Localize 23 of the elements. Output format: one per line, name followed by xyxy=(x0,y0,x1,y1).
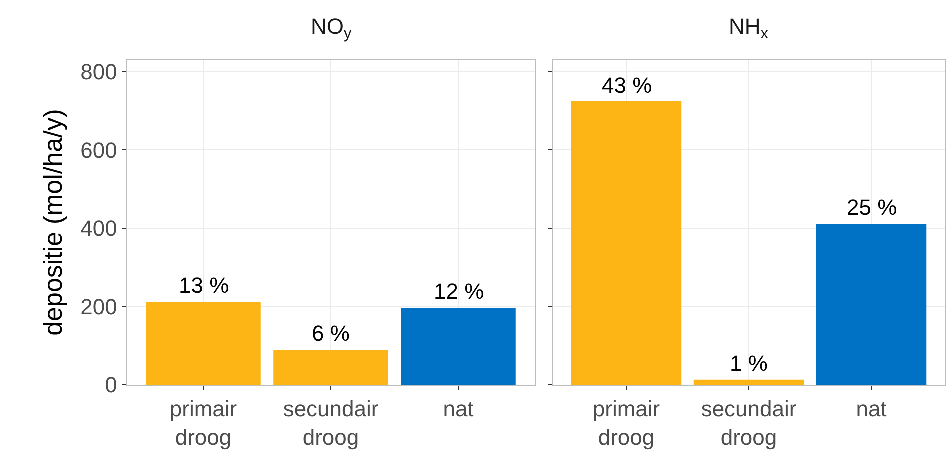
annotation: 13 % xyxy=(179,273,230,298)
bar xyxy=(401,308,516,385)
bar xyxy=(146,302,261,385)
y-tick-label: 200 xyxy=(80,294,118,320)
x-tick-label: nat xyxy=(443,396,474,422)
annotation: 25 % xyxy=(847,195,898,220)
annotation: 1 % xyxy=(730,351,768,376)
chart-title: NH$_{x}$ xyxy=(729,14,769,43)
annotation: 6 % xyxy=(312,321,350,346)
y-tick-label: 600 xyxy=(80,138,118,163)
y-tick-label: 400 xyxy=(80,216,118,242)
x-tick-label: secundair droog xyxy=(283,396,379,450)
x-tick-label: secundair droog xyxy=(701,396,797,450)
annotation: 12 % xyxy=(434,279,484,304)
chart-title: NO$_{y}$ xyxy=(311,14,352,43)
y-tick-label: 800 xyxy=(80,59,118,84)
annotation: 43 % xyxy=(602,73,652,98)
y-axis-title: depositie (mol/ha/y) xyxy=(38,109,68,336)
x-tick-label: primair droog xyxy=(592,396,660,450)
y-tick-label: 0 xyxy=(105,372,118,398)
x-tick-label: nat xyxy=(856,396,887,422)
bar xyxy=(274,350,388,385)
x-tick-label: primair droog xyxy=(170,396,238,450)
